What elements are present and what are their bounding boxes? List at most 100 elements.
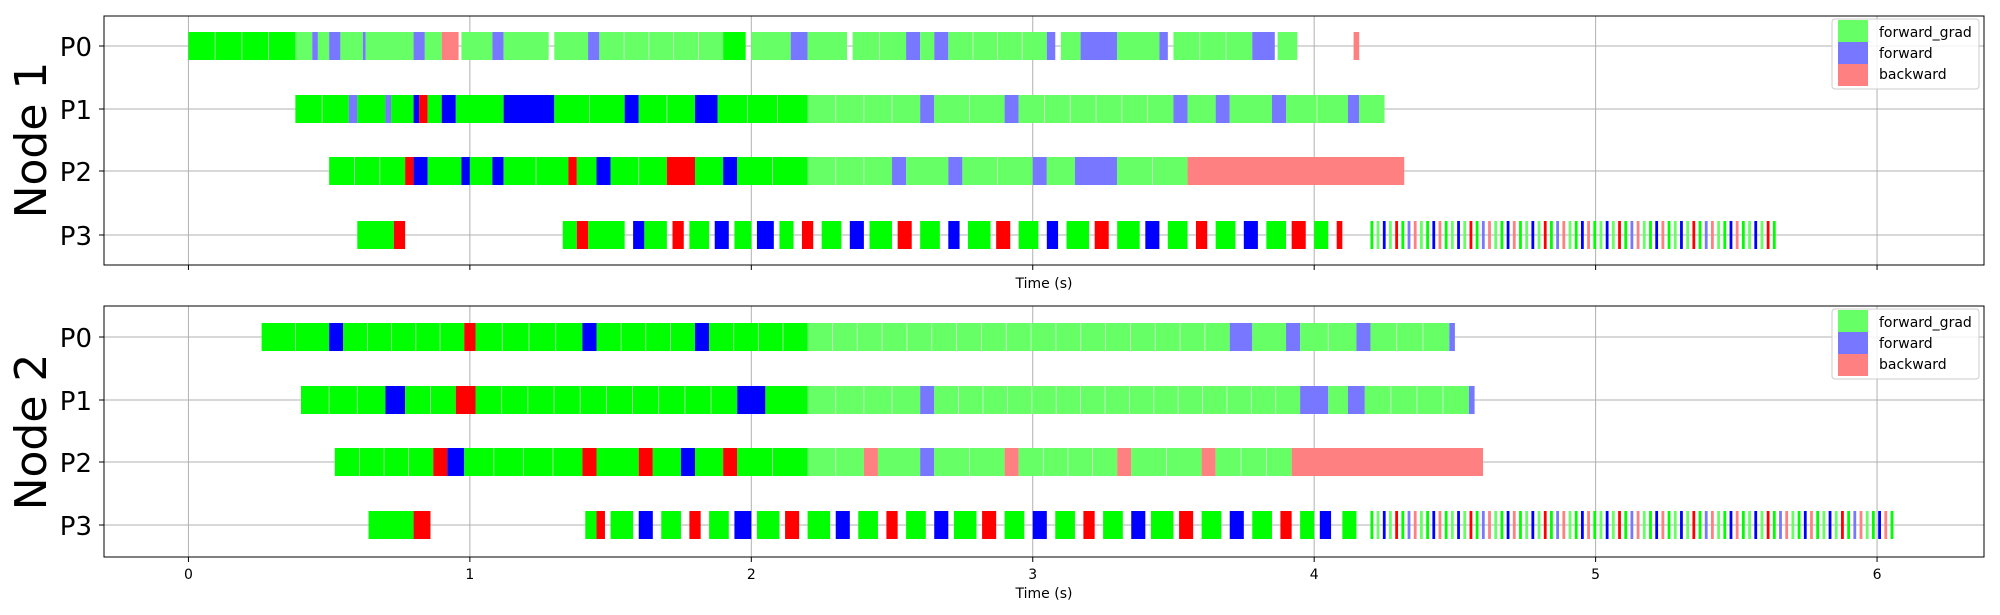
op-bar <box>317 32 330 60</box>
op-bar <box>1630 221 1634 249</box>
op-bar <box>1884 511 1888 539</box>
legend-label-forward-grad: forward_grad <box>1879 315 1972 331</box>
op-bar <box>295 32 313 60</box>
op-bar <box>1401 221 1405 249</box>
op-bar <box>1356 323 1371 351</box>
panel-node-2: 0 1 2 3 4 5 6 P0 P1 P2 P3 Node 2 Time (s) forw… <box>6 305 1985 602</box>
op-bar <box>1605 511 1609 539</box>
op-bar <box>357 221 394 249</box>
op-bar <box>689 221 710 249</box>
op-bar <box>1004 448 1019 476</box>
op-bar <box>1444 221 1448 249</box>
op-bar <box>1215 448 1292 476</box>
op-bar <box>1531 511 1535 539</box>
op-bar <box>1636 511 1640 539</box>
op-bar <box>1370 511 1374 539</box>
op-bar <box>348 95 358 123</box>
op-bar <box>1103 511 1123 539</box>
op-bar <box>582 323 597 351</box>
op-bar <box>1457 511 1460 539</box>
op-bar <box>1463 511 1467 539</box>
op-bar <box>1475 511 1479 539</box>
op-bar <box>585 511 597 539</box>
op-bar <box>1426 511 1429 539</box>
op-bar <box>1353 32 1360 60</box>
op-bar <box>906 32 921 60</box>
op-bar <box>1187 95 1216 123</box>
op-bar <box>689 511 701 539</box>
x-tick-label: 3 <box>1028 567 1037 583</box>
x-tick-label: 1 <box>465 567 474 583</box>
panel-2-row-label-p2: P2 <box>60 449 92 479</box>
op-bar <box>1847 511 1851 539</box>
op-bar <box>1779 511 1782 539</box>
op-bar <box>1413 221 1417 249</box>
op-bar <box>1201 511 1222 539</box>
op-bar <box>464 323 476 351</box>
op-bar <box>461 157 470 185</box>
op-bar <box>1853 511 1857 539</box>
op-bar <box>588 221 625 249</box>
op-bar <box>1475 221 1479 249</box>
op-bar <box>723 32 746 60</box>
panel-1-frame <box>103 15 1985 266</box>
op-bar <box>801 221 814 249</box>
legend-swatch-forward <box>1838 42 1868 64</box>
op-bar <box>1618 221 1621 249</box>
op-bar <box>638 511 653 539</box>
op-bar <box>1488 221 1491 249</box>
op-bar <box>1698 511 1702 539</box>
op-bar <box>652 448 681 476</box>
op-bar <box>1488 511 1491 539</box>
op-bar <box>1347 386 1365 414</box>
op-bar <box>821 221 842 249</box>
op-bar <box>1711 511 1714 539</box>
op-bar <box>405 157 414 185</box>
panel-1-row-label-p1: P1 <box>60 96 92 126</box>
op-bar <box>1680 511 1683 539</box>
op-bar <box>1413 511 1417 539</box>
op-bar <box>1083 511 1095 539</box>
op-bar <box>934 32 949 60</box>
op-bar <box>1772 221 1776 249</box>
op-bar <box>1131 511 1146 539</box>
op-bar <box>599 32 724 60</box>
legend-swatch-backward <box>1838 64 1868 86</box>
op-bar <box>1450 221 1454 249</box>
op-bar <box>1286 323 1301 351</box>
op-bar <box>1661 221 1665 249</box>
op-bar <box>1426 221 1429 249</box>
op-bar <box>1300 386 1329 414</box>
op-bar <box>1587 221 1590 249</box>
op-bar <box>723 448 738 476</box>
op-bar <box>329 157 406 185</box>
op-bar <box>469 157 493 185</box>
op-bar <box>877 448 921 476</box>
op-bar <box>1630 511 1634 539</box>
op-bar <box>1531 221 1535 249</box>
op-bar <box>633 221 645 249</box>
legend-label-backward: backward <box>1879 67 1947 83</box>
op-bar <box>1004 95 1019 123</box>
op-bar <box>1562 221 1566 249</box>
op-bar <box>1382 221 1386 249</box>
op-bar <box>1300 511 1315 539</box>
op-bar <box>1878 511 1881 539</box>
op-bar <box>1618 511 1621 539</box>
op-bar <box>996 221 1011 249</box>
op-bar <box>1438 221 1442 249</box>
op-bar <box>1271 95 1287 123</box>
op-bar <box>582 448 597 476</box>
op-bar <box>1667 511 1671 539</box>
op-bar <box>1370 323 1450 351</box>
op-bar <box>357 95 386 123</box>
op-bar <box>1401 511 1405 539</box>
op-bar <box>1729 221 1733 249</box>
op-bar <box>329 32 341 60</box>
op-bar <box>723 157 738 185</box>
op-bar <box>1717 221 1720 249</box>
op-bar <box>1593 511 1597 539</box>
x-tick-label: 5 <box>1591 567 1600 583</box>
op-bar <box>1550 221 1553 249</box>
op-bar <box>340 32 363 60</box>
